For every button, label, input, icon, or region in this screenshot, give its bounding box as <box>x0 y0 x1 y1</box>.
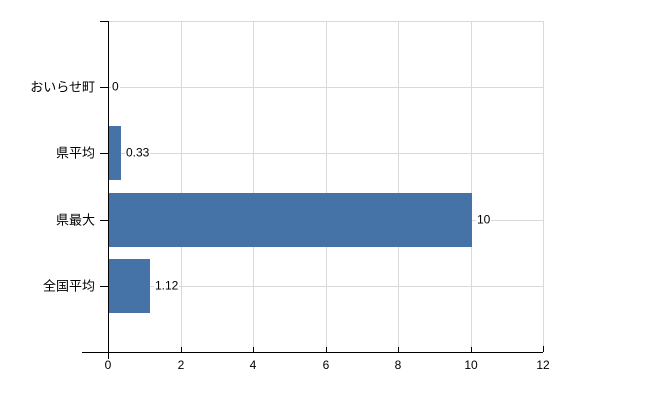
x-axis-end-tick <box>543 346 544 352</box>
x-gridline <box>181 21 182 352</box>
bar <box>109 259 150 313</box>
category-label: 県平均 <box>55 145 95 161</box>
y-gridline <box>108 286 543 287</box>
y-tick <box>100 153 108 154</box>
x-tick <box>326 347 327 352</box>
x-tick <box>398 347 399 352</box>
x-tick <box>181 347 182 352</box>
x-tick-label: 2 <box>177 358 185 372</box>
plot-top-gridline <box>108 21 543 22</box>
y-axis-end-tick <box>100 21 108 22</box>
x-tick <box>471 347 472 352</box>
x-gridline <box>253 21 254 352</box>
value-label: 10 <box>476 212 492 227</box>
x-tick-label: 4 <box>249 358 257 372</box>
bar <box>109 126 121 180</box>
x-tick <box>253 347 254 352</box>
value-label: 0 <box>111 79 120 94</box>
x-tick-label: 6 <box>322 358 330 372</box>
y-tick <box>100 220 108 221</box>
x-tick-label: 8 <box>394 358 402 372</box>
category-label: 県最大 <box>55 212 95 228</box>
y-tick <box>100 87 108 88</box>
x-axis-line <box>82 352 543 353</box>
value-label: 0.33 <box>125 145 151 160</box>
bar <box>109 193 472 247</box>
x-gridline <box>326 21 327 352</box>
x-tick-label: 10 <box>464 358 478 372</box>
value-label: 1.12 <box>154 278 180 293</box>
x-tick-label: 12 <box>536 358 550 372</box>
x-gridline <box>471 21 472 352</box>
y-tick <box>100 286 108 287</box>
x-gridline <box>543 21 544 352</box>
y-gridline <box>108 87 543 88</box>
x-gridline <box>398 21 399 352</box>
category-label: おいらせ町 <box>30 79 95 95</box>
y-axis-line <box>108 21 109 359</box>
x-tick-label: 0 <box>104 358 112 372</box>
y-gridline <box>108 153 543 154</box>
category-label: 全国平均 <box>42 278 95 294</box>
